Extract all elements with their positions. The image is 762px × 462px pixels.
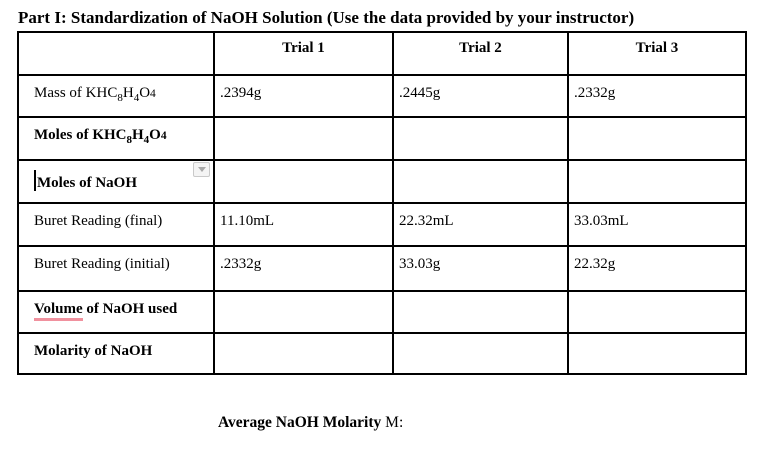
cell-trial-1[interactable]: 11.10mL	[213, 202, 394, 247]
table-body: Mass of KHC8H4O4.2394g .2445g .2332g Moles …	[17, 74, 747, 375]
row-label-cell[interactable]: Molarity of NaOH	[17, 332, 215, 375]
row-label-text: H	[122, 85, 134, 101]
cell-trial-2[interactable]	[392, 290, 569, 334]
column-header-trial-3[interactable]: Trial 3	[567, 31, 747, 76]
row-label-text: Molarity of NaOH	[34, 343, 153, 359]
row-label-cell[interactable]: Buret Reading (initial)	[17, 245, 215, 292]
table-row: Mass of KHC8H4O4.2394g .2445g .2332g	[17, 74, 747, 118]
table-row: Volume of NaOH used	[17, 290, 747, 334]
row-label-cell[interactable]: Buret Reading (final)	[17, 202, 215, 247]
row-label-cell[interactable]: Mass of KHC8H4O4	[17, 74, 215, 118]
table-header-row: Trial 1 Trial 2 Trial 3	[17, 31, 747, 76]
row-label-text: 8	[117, 92, 123, 104]
column-header-trial-2[interactable]: Trial 2	[392, 31, 569, 76]
cell-trial-2[interactable]: .2445g	[392, 74, 569, 118]
table-row: Buret Reading (final) 11.10mL 22.32mL 33.03…	[17, 202, 747, 247]
row-label-text: Buret Reading (initial)	[34, 256, 170, 272]
row-label-text: Volume	[34, 301, 83, 321]
cell-trial-1[interactable]	[213, 332, 394, 375]
text-cursor	[34, 170, 36, 191]
row-label-text: Moles of NaOH	[37, 175, 137, 191]
row-label-text: Moles of KHC	[34, 127, 127, 143]
cell-trial-2[interactable]	[392, 116, 569, 161]
cell-trial-1[interactable]: .2394g	[213, 74, 394, 118]
cell-trial-3[interactable]	[567, 290, 747, 334]
page-title: Part I: Standardization of NaOH Solution…	[18, 8, 635, 27]
column-header-trial-1[interactable]: Trial 1	[213, 31, 394, 76]
row-label-text: Buret Reading (final)	[34, 213, 163, 229]
row-label-text: 4	[160, 130, 167, 142]
cell-trial-2[interactable]	[392, 332, 569, 375]
row-label-text: O	[149, 127, 161, 143]
row-label-text: of NaOH used	[82, 301, 178, 317]
average-molarity-unit: M:	[381, 414, 404, 431]
row-label-text: 4	[150, 88, 156, 100]
cell-trial-3[interactable]: 33.03mL	[567, 202, 747, 247]
column-header-empty[interactable]	[17, 31, 215, 76]
cell-trial-2[interactable]	[392, 159, 569, 204]
chevron-down-icon	[197, 167, 206, 172]
cell-trial-1[interactable]: .2332g	[213, 245, 394, 292]
row-label-text: O	[139, 85, 151, 101]
cell-trial-3[interactable]: 22.32g	[567, 245, 747, 292]
cell-trial-1[interactable]	[213, 290, 394, 334]
average-molarity-label: Average NaOH Molarity	[218, 414, 382, 431]
row-label-text: H	[131, 127, 144, 143]
average-molarity-line: Average NaOH Molarity M:	[218, 414, 403, 432]
table-row: Moles of KHC8H4O4	[17, 116, 747, 161]
cell-trial-3[interactable]	[567, 159, 747, 204]
row-label-cell[interactable]: Moles of KHC8H4O4	[17, 116, 215, 161]
table-row: Moles of NaOH	[17, 159, 747, 204]
cell-trial-3[interactable]	[567, 332, 747, 375]
cell-trial-2[interactable]: 22.32mL	[392, 202, 569, 247]
row-label-cell[interactable]: Moles of NaOH	[17, 159, 215, 204]
cell-trial-3[interactable]	[567, 116, 747, 161]
cell-trial-1[interactable]	[213, 159, 394, 204]
row-label-text: 4	[133, 92, 140, 104]
row-label-text: 8	[126, 134, 132, 146]
cell-dropdown-button[interactable]	[193, 162, 210, 177]
row-label-text: 4	[143, 134, 150, 146]
standardization-table: Trial 1 Trial 2 Trial 3 Mass of KHC8H4O4.2…	[17, 31, 747, 375]
row-label-cell[interactable]: Volume of NaOH used	[17, 290, 215, 334]
row-label-text: Mass of KHC	[34, 85, 118, 101]
cell-trial-2[interactable]: 33.03g	[392, 245, 569, 292]
table-row: Molarity of NaOH	[17, 332, 747, 375]
cell-trial-3[interactable]: .2332g	[567, 74, 747, 118]
table-row: Buret Reading (initial) .2332g 33.03g 22.32…	[17, 245, 747, 292]
cell-trial-1[interactable]	[213, 116, 394, 161]
